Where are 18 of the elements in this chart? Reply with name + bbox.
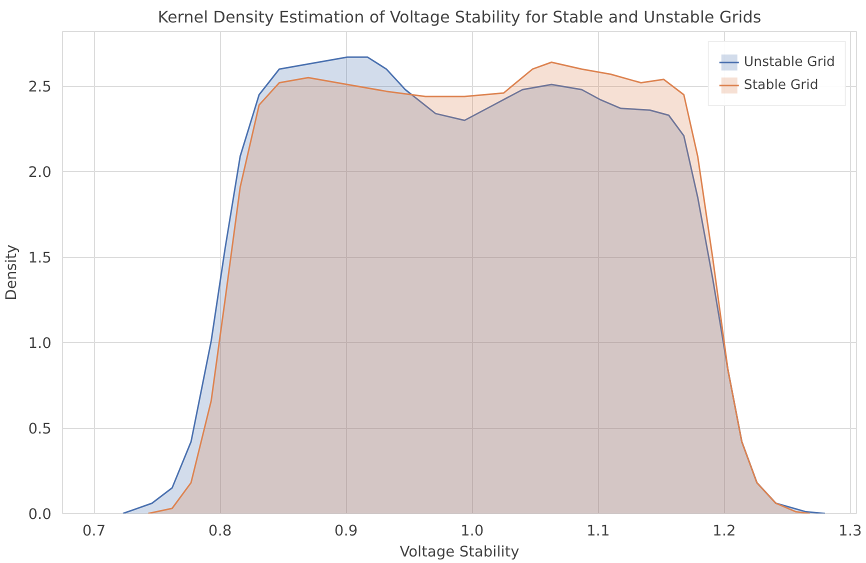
- y-tick-label: 0.5: [28, 420, 52, 438]
- chart-title: Kernel Density Estimation of Voltage Stability for Stable and Unstable Grids: [158, 8, 762, 26]
- x-tick-label: 1.3: [838, 522, 862, 540]
- y-tick-label: 1.5: [28, 250, 52, 267]
- y-tick-label: 2.5: [28, 78, 52, 96]
- y-tick-label: 0.0: [28, 506, 52, 523]
- y-axis-title: Density: [3, 244, 20, 300]
- x-tick-label: 1.2: [712, 522, 736, 540]
- legend-label: Unstable Grid: [744, 54, 835, 70]
- legend-label: Stable Grid: [744, 78, 818, 92]
- x-tick-label: 0.8: [208, 522, 232, 540]
- x-axis-title: Voltage Stability: [400, 544, 520, 560]
- y-tick-label: 2.0: [28, 164, 52, 182]
- x-tick-label: 0.7: [82, 522, 106, 540]
- y-tick-label: 1.0: [28, 335, 52, 352]
- x-tick-label: 1.0: [460, 522, 484, 540]
- x-tick-label: 1.1: [586, 522, 610, 540]
- x-tick-label: 0.9: [334, 522, 358, 540]
